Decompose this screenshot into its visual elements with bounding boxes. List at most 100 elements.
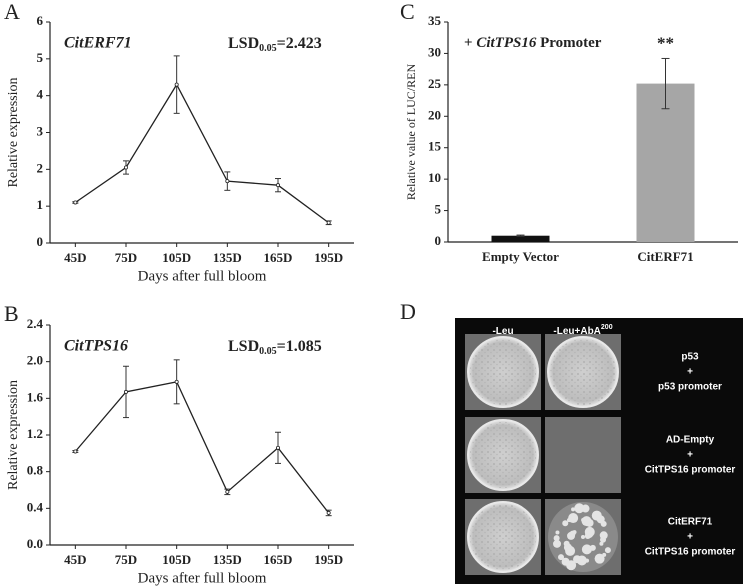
point [326, 220, 331, 225]
column-superscript: 200 [601, 324, 613, 331]
x-axis-label: Days after full bloom [138, 570, 267, 586]
y-tick-label: 1 [37, 197, 44, 212]
bar [491, 235, 550, 242]
x-tick-label: 75D [115, 552, 137, 567]
colony-texture [550, 339, 616, 405]
x-tick-label: 135D [213, 250, 242, 265]
plate-cell [545, 417, 621, 493]
micro-colony [589, 544, 596, 551]
annotation-part: Promoter [536, 35, 601, 51]
micro-colony [566, 518, 571, 523]
panel-label: A [4, 0, 20, 24]
x-tick-label: 195D [314, 250, 343, 265]
lsd-subscript: 0.05 [259, 346, 277, 357]
x-tick-label: 75D [115, 250, 137, 265]
micro-colony [599, 541, 604, 546]
x-tick-label: CitERF71 [637, 249, 693, 264]
row-label: AD-Empty [666, 435, 715, 446]
column-text: -Leu+AbA [553, 326, 601, 337]
row-label: + [687, 450, 693, 461]
micro-colony [581, 535, 585, 539]
x-tick-label: 45D [64, 552, 86, 567]
y-tick-label: 35 [428, 13, 442, 28]
x-tick-label: 165D [264, 250, 293, 265]
line [74, 381, 330, 514]
x-tick-label: 135D [213, 552, 242, 567]
micro-colony [594, 553, 605, 564]
series-title: CitERF71 [64, 35, 132, 52]
row-label: CitTPS16 promoter [645, 465, 736, 476]
micro-colony [581, 544, 592, 555]
row-label: + [687, 532, 693, 543]
micro-colony [555, 530, 560, 535]
y-tick-label: 0 [435, 233, 442, 248]
y-tick-label: 3 [37, 123, 44, 138]
colony-texture [470, 339, 536, 405]
x-tick-label: 195D [314, 552, 343, 567]
lsd-subscript: 0.05 [259, 43, 277, 54]
lsd-label: LSD0.05=2.423 [228, 35, 322, 55]
row-label: p53 promoter [658, 382, 722, 393]
y-tick-label: 2.4 [27, 316, 44, 331]
y-tick-label: 0.4 [27, 499, 44, 514]
lsd-label: LSD0.05=1.085 [228, 338, 322, 358]
column-header: -Leu+AbA200 [553, 324, 612, 337]
significance: ** [657, 33, 674, 52]
y-tick-label: 10 [428, 170, 441, 185]
y-tick-label: 6 [37, 13, 44, 28]
series-title: CitTPS16 [64, 338, 128, 355]
y-axis-label: Relative expression [6, 77, 21, 187]
micro-colony [567, 531, 576, 540]
x-axis-label: Days after full bloom [138, 268, 267, 284]
annotation-part: CitTPS16 [476, 35, 537, 51]
column-text: -Leu [492, 326, 513, 337]
micro-colony [591, 510, 602, 521]
error-bar [516, 234, 525, 237]
lsd-text: LSD [228, 35, 259, 52]
point [275, 445, 280, 450]
point [326, 510, 331, 515]
row-label: + [687, 367, 693, 378]
y-axis-label: Relative value of LUC/REN [404, 64, 418, 201]
panel-label: B [4, 301, 19, 326]
y-tick-label: 4 [37, 87, 44, 102]
point [275, 183, 280, 188]
x-tick-label: Empty Vector [482, 249, 559, 264]
lsd-value: =1.085 [277, 338, 322, 355]
panel-label: D [400, 299, 416, 324]
micro-colony [565, 545, 576, 556]
y-tick-label: 2 [37, 160, 44, 175]
x-tick-label: 45D [64, 250, 86, 265]
point [225, 179, 230, 184]
column-header: -Leu [492, 326, 513, 337]
point [124, 389, 129, 394]
lsd-value: =2.423 [277, 35, 322, 52]
point [174, 82, 179, 87]
y-tick-label: 30 [428, 44, 441, 59]
line [74, 83, 330, 224]
y-tick-label: 5 [435, 202, 442, 217]
micro-colony [604, 547, 611, 554]
y-tick-label: 15 [428, 139, 442, 154]
micro-colony [562, 520, 569, 527]
point [124, 165, 129, 170]
point [73, 449, 78, 454]
x-tick-label: 105D [162, 552, 191, 567]
y-tick-label: 0.0 [27, 536, 43, 551]
point [225, 489, 230, 494]
row-label: CitERF71 [668, 517, 713, 528]
y-tick-label: 1.6 [27, 389, 44, 404]
point [73, 200, 78, 205]
y-tick-label: 20 [428, 107, 441, 122]
annotation-part: + [464, 35, 476, 51]
colony-texture [470, 504, 536, 570]
y-tick-label: 1.2 [27, 426, 43, 441]
micro-colony [553, 539, 562, 548]
bar [636, 83, 695, 242]
row-label: p53 [681, 352, 699, 363]
micro-colony [574, 503, 585, 514]
row-label: CitTPS16 promoter [645, 547, 736, 558]
x-tick-label: 165D [264, 552, 293, 567]
micro-colony [571, 507, 576, 512]
